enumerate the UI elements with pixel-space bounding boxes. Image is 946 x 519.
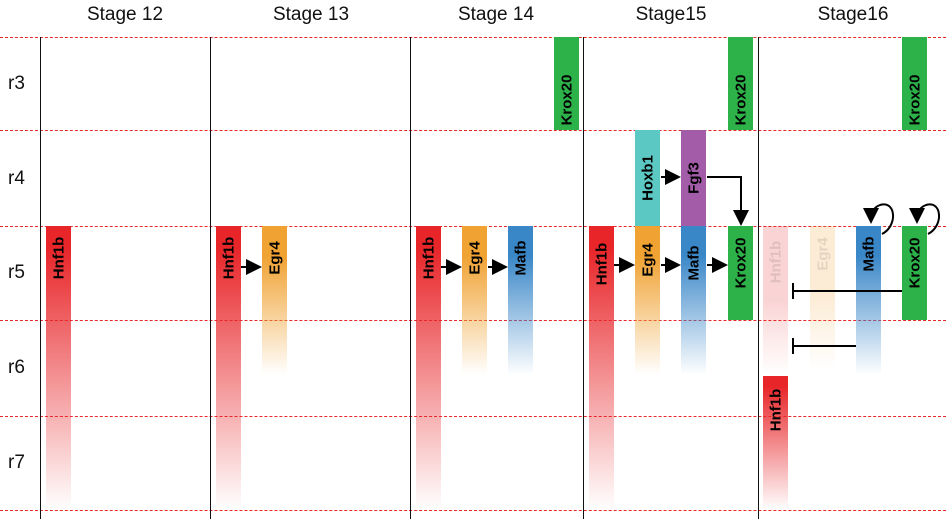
gene-expression-bar-krox20: Krox20	[728, 37, 753, 130]
gene-expression-bar-krox20: Krox20	[902, 226, 927, 320]
stage-header: Stage16	[817, 4, 889, 25]
gene-expression-bar-hnf1b: Hnf1b	[763, 226, 788, 375]
row-divider	[0, 37, 946, 38]
stage-divider	[40, 37, 41, 519]
gene-expression-bar-mafb: Mafb	[681, 226, 706, 375]
stage-divider	[583, 37, 584, 519]
gene-expression-bar-mafb: Mafb	[856, 226, 881, 375]
gene-expression-bar-krox20: Krox20	[728, 226, 753, 320]
row-divider	[0, 510, 946, 511]
gene-expression-bar-hnf1b: Hnf1b	[589, 226, 614, 510]
autoregulation-arrow	[909, 203, 940, 235]
row-label: r3	[8, 73, 25, 94]
gene-expression-bar-egr4: Egr4	[262, 226, 287, 375]
gene-expression-bar-fgf3: Fgf3	[681, 130, 706, 226]
gene-expression-bar-hnf1b: Hnf1b	[216, 226, 241, 510]
row-label: r6	[8, 357, 25, 378]
gene-expression-bar-krox20: Krox20	[554, 37, 579, 130]
stage-divider	[410, 37, 411, 519]
gene-expression-bar-egr4: Egr4	[635, 226, 660, 375]
row-label: r4	[8, 168, 25, 189]
gene-expression-bar-mafb: Mafb	[508, 226, 533, 375]
gene-expression-bar-egr4: Egr4	[462, 226, 487, 375]
activation-arrow	[707, 176, 749, 226]
stage-divider	[758, 37, 759, 519]
stage-header: Stage 14	[457, 4, 535, 25]
row-divider	[0, 130, 946, 131]
autoregulation-arrow	[863, 203, 894, 235]
row-label: r7	[8, 452, 25, 473]
gene-expression-bar-hnf1b: Hnf1b	[763, 376, 788, 510]
row-label: r5	[8, 262, 25, 283]
gene-expression-bar-hnf1b: Hnf1b	[416, 226, 441, 510]
row-divider	[0, 416, 946, 417]
gene-expression-bar-hnf1b: Hnf1b	[46, 226, 71, 510]
stage-divider	[210, 37, 211, 519]
gene-expression-bar-hoxb1: Hoxb1	[635, 130, 660, 226]
stage-header: Stage 12	[86, 4, 164, 25]
stage-header: Stage 13	[272, 4, 350, 25]
stage-header: Stage15	[635, 4, 707, 25]
gene-expression-bar-krox20: Krox20	[902, 37, 927, 130]
